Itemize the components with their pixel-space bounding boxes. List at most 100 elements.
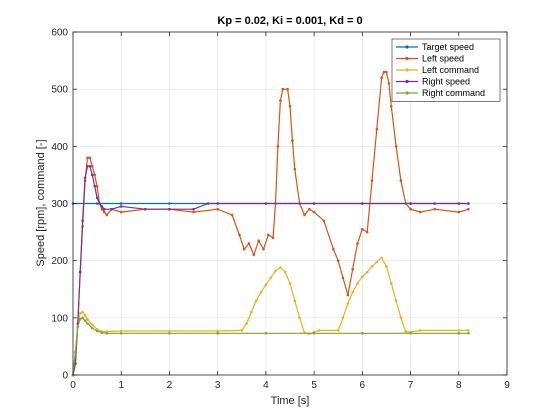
data-point-left-command [298, 316, 301, 320]
data-point-right-speed [361, 202, 364, 205]
data-point-right-speed [216, 202, 219, 205]
data-point-left-speed [467, 207, 470, 211]
data-point-left-command [250, 310, 253, 314]
data-point-left-command [245, 322, 248, 325]
data-point-left-speed [281, 87, 285, 91]
ticks: 0 1 2 3 4 5 6 7 8 9 0 100 200 300 400 500 600 [51, 28, 510, 392]
y-tick-label: 500 [51, 85, 68, 96]
data-point-left-command [365, 270, 369, 274]
data-point-left-speed [308, 207, 311, 211]
data-point-right-speed [168, 207, 171, 211]
data-point-right-command [105, 332, 109, 335]
series-left-command [71, 256, 470, 377]
data-point-left-speed [332, 247, 335, 251]
data-point-right-command [86, 322, 89, 325]
data-point-left-speed [262, 247, 265, 251]
data-point-left-command [240, 329, 244, 332]
x-tick-label: 0 [70, 380, 76, 391]
data-point-left-command [467, 329, 470, 332]
chart-title: Kp = 0.02, Ki = 0.001, Kd = 0 [217, 15, 362, 27]
legend-label: Right speed [422, 77, 470, 87]
data-point-left-command [356, 282, 359, 285]
data-point-left-speed [351, 267, 355, 271]
data-point-left-speed [457, 210, 461, 214]
series-right-speed [71, 165, 470, 377]
data-point-left-command [336, 329, 340, 332]
data-point-left-speed [361, 227, 364, 231]
data-point-left-speed [91, 165, 94, 168]
data-point-left-command [86, 318, 89, 321]
data-point-left-command [283, 270, 287, 274]
data-point-left-speed [382, 70, 386, 74]
data-point-left-speed [100, 207, 104, 211]
data-point-right-command [95, 329, 99, 333]
legend-item: Right command [396, 88, 485, 98]
data-point-left-command [293, 299, 297, 303]
data-point-left-speed [394, 145, 398, 148]
data-point-left-command [317, 329, 321, 332]
data-point-left-speed [380, 76, 383, 79]
data-point-left-speed [192, 210, 195, 214]
x-tick-label: 9 [504, 380, 510, 391]
data-point-target-speed [168, 202, 171, 205]
data-point-left-speed [322, 219, 326, 222]
data-point-left-command [457, 329, 461, 332]
y-tick-label: 600 [51, 28, 68, 39]
legend-marker [405, 45, 409, 49]
data-point-left-speed [409, 207, 412, 211]
data-point-left-speed [387, 82, 391, 85]
data-point-left-command [341, 316, 345, 320]
data-point-right-speed [144, 207, 147, 211]
data-point-left-command [269, 276, 273, 280]
data-point-right-command [264, 332, 268, 335]
data-point-right-command [78, 317, 82, 321]
x-tick-label: 4 [263, 380, 269, 391]
data-point-right-command [457, 332, 461, 335]
data-point-left-speed [288, 105, 292, 108]
data-point-left-speed [271, 236, 275, 240]
data-point-right-command [100, 331, 104, 335]
legend-item: Left command [396, 65, 479, 75]
data-point-right-command [91, 326, 94, 330]
data-point-left-command [394, 299, 398, 303]
data-point-left-command [370, 265, 374, 268]
data-point-left-speed [119, 210, 123, 214]
data-point-right-speed [91, 173, 94, 177]
data-point-left-speed [247, 242, 251, 245]
data-point-left-command [78, 312, 82, 315]
data-point-left-speed [341, 276, 345, 280]
legend-item: Left speed [396, 54, 464, 64]
data-point-left-speed [95, 185, 99, 188]
data-point-right-speed [98, 202, 101, 205]
data-point-right-command [83, 319, 87, 323]
data-point-left-speed [375, 127, 379, 131]
data-point-right-speed [100, 205, 104, 208]
data-point-left-speed [433, 207, 437, 211]
legend-item: Right speed [396, 77, 470, 87]
data-point-right-speed [103, 207, 106, 211]
data-point-left-speed [312, 210, 316, 214]
data-point-right-speed [457, 202, 461, 205]
x-tick-label: 7 [408, 380, 414, 391]
data-point-left-command [418, 329, 422, 332]
data-point-left-speed [257, 239, 261, 242]
data-point-right-speed [95, 196, 99, 200]
series-line-right-speed [72, 165, 469, 376]
data-point-right-speed [88, 165, 92, 168]
data-point-right-speed [110, 207, 113, 211]
y-tick-label: 200 [51, 256, 68, 267]
y-tick-label: 0 [62, 371, 68, 382]
data-point-left-command [168, 329, 171, 333]
data-point-left-speed [418, 210, 422, 214]
data-point-right-speed [312, 202, 316, 205]
data-point-left-command [346, 302, 350, 305]
data-point-right-speed [206, 202, 210, 205]
data-point-left-speed [399, 179, 403, 182]
data-point-left-speed [291, 139, 294, 142]
data-point-left-speed [286, 87, 289, 91]
data-point-right-command [312, 332, 316, 335]
data-point-right-speed [409, 202, 412, 205]
x-tick-label: 1 [118, 380, 124, 391]
data-point-left-command [81, 310, 84, 314]
